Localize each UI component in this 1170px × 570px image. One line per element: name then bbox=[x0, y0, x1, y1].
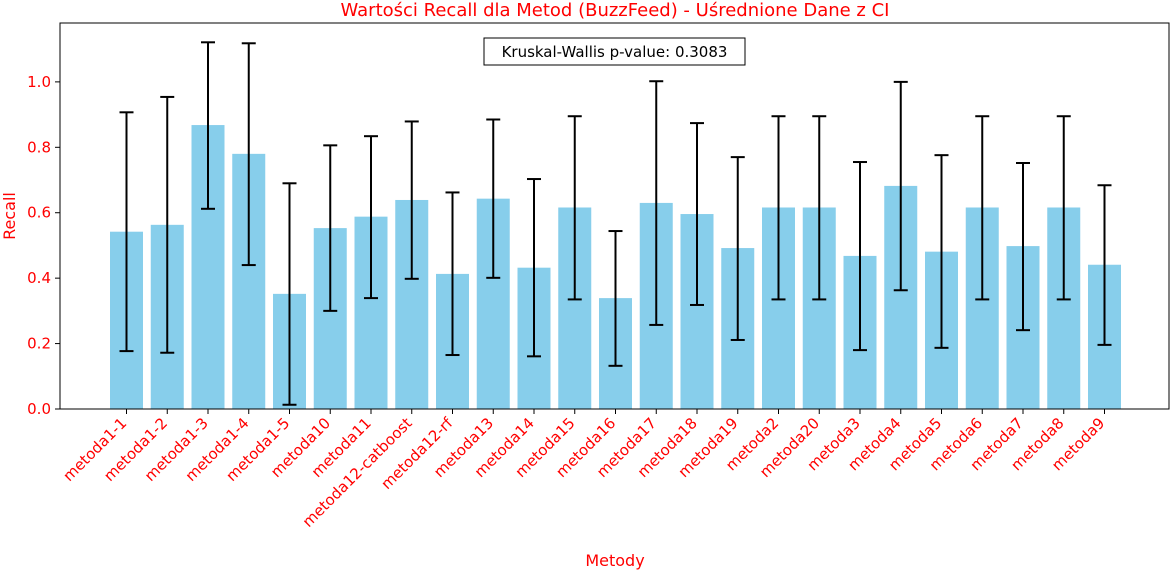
y-tick-label-0.6: 0.6 bbox=[27, 204, 51, 222]
error-bar-metoda1-1 bbox=[119, 111, 134, 353]
x-axis-label: Metody bbox=[585, 551, 644, 570]
bars-layer bbox=[110, 125, 1121, 409]
error-bar-metoda2 bbox=[771, 115, 786, 301]
error-bar-metoda18 bbox=[690, 122, 704, 306]
y-tick-label-1.0: 1.0 bbox=[27, 73, 51, 91]
error-bar-metoda10 bbox=[323, 144, 338, 312]
error-bar-metoda17 bbox=[649, 80, 664, 326]
plot-frame bbox=[59, 22, 1170, 410]
error-bar-metoda3 bbox=[853, 161, 867, 352]
chart-title: Wartości Recall dla Metod (BuzzFeed) - U… bbox=[341, 0, 890, 21]
error-bar-metoda1-4 bbox=[241, 42, 256, 267]
error-bar-metoda15 bbox=[567, 115, 582, 301]
error-bar-metoda1-3 bbox=[201, 41, 215, 210]
error-bar-metoda1-2 bbox=[160, 95, 175, 354]
error-bar-metoda16 bbox=[608, 230, 623, 367]
error-bar-metoda12-rf bbox=[445, 191, 460, 357]
error-bar-metoda19 bbox=[730, 156, 745, 341]
error-bar-metoda5 bbox=[934, 154, 949, 349]
error-bar-metoda6 bbox=[975, 115, 990, 301]
annotation-text: Kruskal-Wallis p-value: 0.3083 bbox=[502, 43, 728, 61]
annotation-box: Kruskal-Wallis p-value: 0.3083 bbox=[483, 37, 746, 66]
error-bar-metoda4 bbox=[893, 80, 908, 292]
y-axis-label: Recall bbox=[0, 192, 19, 240]
error-bar-metoda12-catboost bbox=[404, 120, 419, 280]
y-tick-label-0.2: 0.2 bbox=[27, 335, 51, 353]
error-bar-metoda13 bbox=[486, 118, 501, 279]
y-tick-label-0.4: 0.4 bbox=[27, 269, 51, 287]
y-tick-label-0.0: 0.0 bbox=[27, 400, 51, 418]
error-bar-metoda1-5 bbox=[282, 182, 297, 406]
error-bars-layer bbox=[119, 41, 1112, 406]
error-bar-metoda14 bbox=[527, 178, 541, 358]
error-bar-metoda9 bbox=[1097, 184, 1112, 346]
x-axis: metoda1-1metoda1-2metoda1-3metoda1-4meto… bbox=[60, 409, 1108, 531]
error-bar-metoda8 bbox=[1056, 115, 1071, 301]
error-bar-metoda7 bbox=[1016, 162, 1030, 332]
error-bar-metoda20 bbox=[812, 115, 827, 301]
error-bar-metoda11 bbox=[364, 135, 378, 300]
y-tick-label-0.8: 0.8 bbox=[27, 138, 51, 156]
y-axis: 0.0 0.2 0.4 0.6 0.8 1.0 bbox=[27, 73, 60, 418]
